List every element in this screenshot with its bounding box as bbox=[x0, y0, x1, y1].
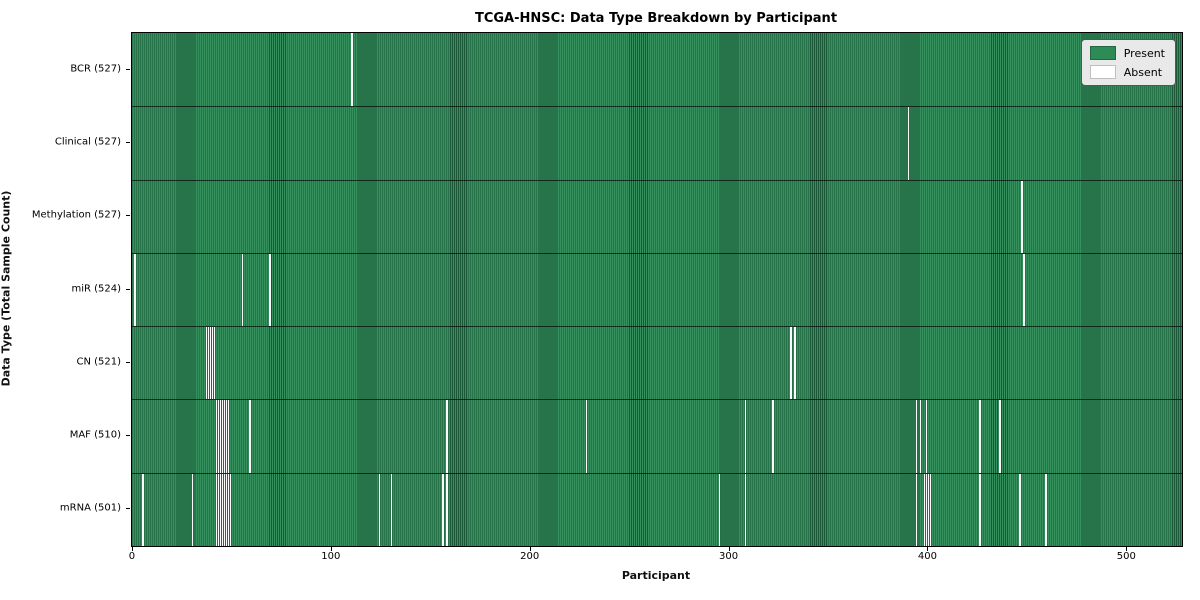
legend-swatch-absent bbox=[1089, 65, 1116, 79]
absent-mark bbox=[269, 253, 272, 327]
y-tick-label-CN: CN (521) bbox=[76, 356, 121, 368]
absent-mark bbox=[215, 473, 218, 546]
y-tick-mark bbox=[126, 141, 130, 143]
absent-mark bbox=[221, 400, 224, 473]
absent-mark bbox=[241, 253, 244, 327]
absent-mark bbox=[223, 473, 226, 546]
x-tick-mark bbox=[728, 546, 730, 551]
y-tick-mark bbox=[126, 288, 130, 290]
absent-mark bbox=[927, 473, 930, 546]
x-tick-mark bbox=[1126, 546, 1128, 551]
x-tick-mark bbox=[330, 546, 332, 551]
chart-title: TCGA-HNSC: Data Type Breakdown by Partic… bbox=[474, 11, 838, 26]
absent-mark bbox=[219, 473, 222, 546]
x-tick-label-0: 0 bbox=[128, 551, 136, 562]
absent-mark bbox=[744, 400, 747, 473]
absent-mark bbox=[442, 473, 445, 546]
y-tick-mark bbox=[126, 435, 130, 437]
absent-mark bbox=[915, 400, 918, 473]
absent-mark bbox=[213, 327, 216, 400]
absent-mark bbox=[794, 327, 797, 400]
absent-mark bbox=[217, 473, 220, 546]
absent-mark bbox=[923, 473, 926, 546]
absent-mark bbox=[925, 473, 928, 546]
absent-mark bbox=[907, 107, 910, 180]
heatmap-row-CN bbox=[132, 326, 1182, 400]
legend: Present Absent bbox=[1080, 39, 1176, 86]
absent-mark bbox=[1044, 473, 1047, 546]
y-tick-label-Clinical: Clinical (527) bbox=[54, 136, 121, 148]
x-tick-label-200: 200 bbox=[520, 551, 540, 562]
absent-mark bbox=[249, 400, 252, 473]
legend-entry-present: Present bbox=[1089, 46, 1165, 60]
heatmap-row-MAF bbox=[132, 399, 1182, 473]
legend-label: Present bbox=[1123, 46, 1165, 60]
absent-mark bbox=[223, 400, 226, 473]
legend-label: Absent bbox=[1123, 65, 1163, 79]
absent-mark bbox=[219, 400, 222, 473]
absent-mark bbox=[925, 400, 928, 473]
absent-mark bbox=[209, 327, 212, 400]
y-tick-mark bbox=[126, 68, 130, 70]
absent-mark bbox=[1021, 180, 1023, 253]
absent-mark bbox=[790, 327, 793, 400]
x-tick-mark bbox=[927, 546, 929, 551]
absent-mark bbox=[227, 473, 230, 546]
heatmap-row-BCR bbox=[132, 33, 1182, 107]
absent-mark bbox=[350, 33, 353, 107]
heatmap-row-mRNA bbox=[132, 472, 1182, 546]
absent-mark bbox=[221, 473, 224, 546]
legend-entry-absent: Absent bbox=[1089, 65, 1165, 79]
absent-mark bbox=[225, 400, 228, 473]
absent-mark bbox=[979, 473, 981, 546]
y-tick-label-MAF: MAF (510) bbox=[69, 429, 121, 441]
legend-swatch-present bbox=[1089, 46, 1116, 60]
absent-mark bbox=[390, 473, 393, 546]
absent-mark bbox=[191, 473, 194, 546]
x-tick-label-500: 500 bbox=[1116, 551, 1136, 562]
absent-mark bbox=[744, 473, 747, 546]
y-tick-mark bbox=[126, 361, 130, 363]
plot-area: Present Absent bbox=[131, 32, 1183, 547]
absent-mark bbox=[915, 473, 918, 546]
heatmap-row-miR bbox=[132, 252, 1182, 327]
x-tick-label-300: 300 bbox=[719, 551, 739, 562]
x-tick-mark bbox=[529, 546, 531, 551]
absent-mark bbox=[979, 400, 981, 473]
absent-mark bbox=[446, 400, 449, 473]
x-tick-mark bbox=[131, 546, 133, 551]
absent-mark bbox=[227, 400, 230, 473]
absent-mark bbox=[446, 473, 449, 546]
absent-mark bbox=[1023, 253, 1025, 327]
absent-mark bbox=[585, 400, 588, 473]
y-tick-label-BCR: BCR (527) bbox=[70, 63, 121, 75]
absent-mark bbox=[378, 473, 381, 546]
absent-mark bbox=[718, 473, 721, 546]
absent-mark bbox=[134, 253, 136, 327]
absent-mark bbox=[919, 400, 922, 473]
x-axis-label: Participant bbox=[621, 569, 691, 582]
absent-mark bbox=[929, 473, 932, 546]
y-tick-mark bbox=[126, 215, 130, 217]
x-tick-label-400: 400 bbox=[917, 551, 937, 562]
absent-mark bbox=[999, 400, 1001, 473]
absent-mark bbox=[207, 327, 210, 400]
absent-mark bbox=[211, 327, 214, 400]
absent-mark bbox=[1019, 473, 1021, 546]
y-tick-label-mRNA: mRNA (501) bbox=[59, 502, 121, 514]
absent-mark bbox=[229, 473, 232, 546]
y-tick-mark bbox=[126, 508, 130, 510]
absent-mark bbox=[215, 400, 218, 473]
heatmap-row-Clinical bbox=[132, 106, 1182, 180]
y-tick-label-Methylation: Methylation (527) bbox=[31, 209, 121, 221]
heatmap-row-Methylation bbox=[132, 179, 1182, 253]
x-tick-label-100: 100 bbox=[321, 551, 341, 562]
absent-mark bbox=[225, 473, 228, 546]
absent-mark bbox=[142, 473, 144, 546]
absent-mark bbox=[205, 327, 208, 400]
absent-mark bbox=[772, 400, 775, 473]
absent-mark bbox=[217, 400, 220, 473]
y-tick-label-miR: miR (524) bbox=[71, 283, 121, 294]
